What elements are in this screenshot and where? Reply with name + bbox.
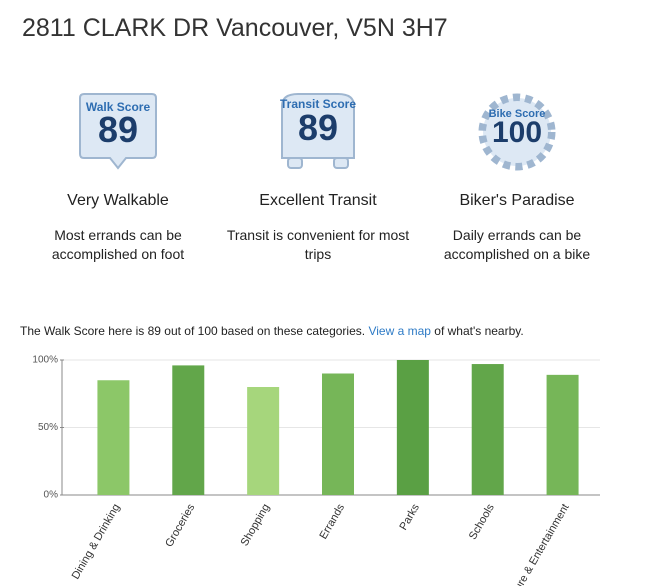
x-tick-label: Shopping	[239, 502, 273, 548]
transit-score-badge: Transit Score 89	[280, 93, 356, 169]
y-tick-label: 50%	[38, 422, 58, 433]
x-tick-label: Dining & Drinking	[70, 502, 123, 582]
bike-score-block: Bike Score 100 Biker's Paradise Daily er…	[417, 92, 617, 264]
x-tick-label: Groceries	[163, 502, 197, 550]
score-title: Very Walkable	[67, 192, 169, 209]
bar	[396, 360, 429, 495]
score-description: Daily errands can be accomplished on a b…	[443, 227, 591, 262]
score-label: Walk Score	[86, 100, 151, 114]
bar	[97, 380, 130, 495]
score-title: Excellent Transit	[259, 192, 377, 209]
intro: The Walk Score here is 89 out of 100 bas…	[20, 324, 524, 338]
bar	[172, 365, 205, 495]
score-value: 89	[298, 107, 338, 148]
x-tick-label: Culture & Entertainment	[503, 502, 572, 586]
score-value: 100	[492, 116, 542, 149]
bar	[546, 374, 579, 495]
score-description: Most errands can be accomplished on foot	[51, 227, 185, 262]
score-value: 89	[98, 109, 138, 150]
map-link[interactable]: View a map	[368, 324, 431, 338]
score-title: Biker's Paradise	[459, 192, 575, 209]
x-tick-label: Parks	[398, 502, 423, 533]
score-description: Transit is convenient for most trips	[226, 227, 410, 262]
walk-score-badge: Walk Score 89	[79, 93, 157, 170]
bike-score-badge: Bike Score 100	[478, 93, 556, 171]
address: 2811 CLARK DR Vancouver, V5N 3H7	[22, 14, 448, 42]
score-label: Transit Score	[280, 97, 356, 111]
bar	[247, 387, 280, 495]
bar	[471, 364, 504, 495]
x-tick-label: Errands	[317, 502, 347, 542]
y-tick-label: 0%	[44, 490, 59, 501]
y-tick-label: 100%	[32, 355, 58, 366]
walk-score-block: Walk Score 89 Very Walkable Most errands…	[18, 92, 218, 264]
score-label: Bike Score	[489, 108, 546, 120]
intro-text: The Walk Score here is 89 out of 100 bas…	[20, 324, 366, 338]
bar	[322, 373, 354, 495]
transit-score-block: Transit Score 89 Excellent Transit Trans…	[218, 92, 418, 264]
chart: 0% 50% 100% Dining & Drinking Groceries Shopp…	[32, 355, 600, 586]
x-tick-label: Schools	[467, 502, 497, 542]
intro-text: of what's nearby.	[434, 324, 524, 338]
